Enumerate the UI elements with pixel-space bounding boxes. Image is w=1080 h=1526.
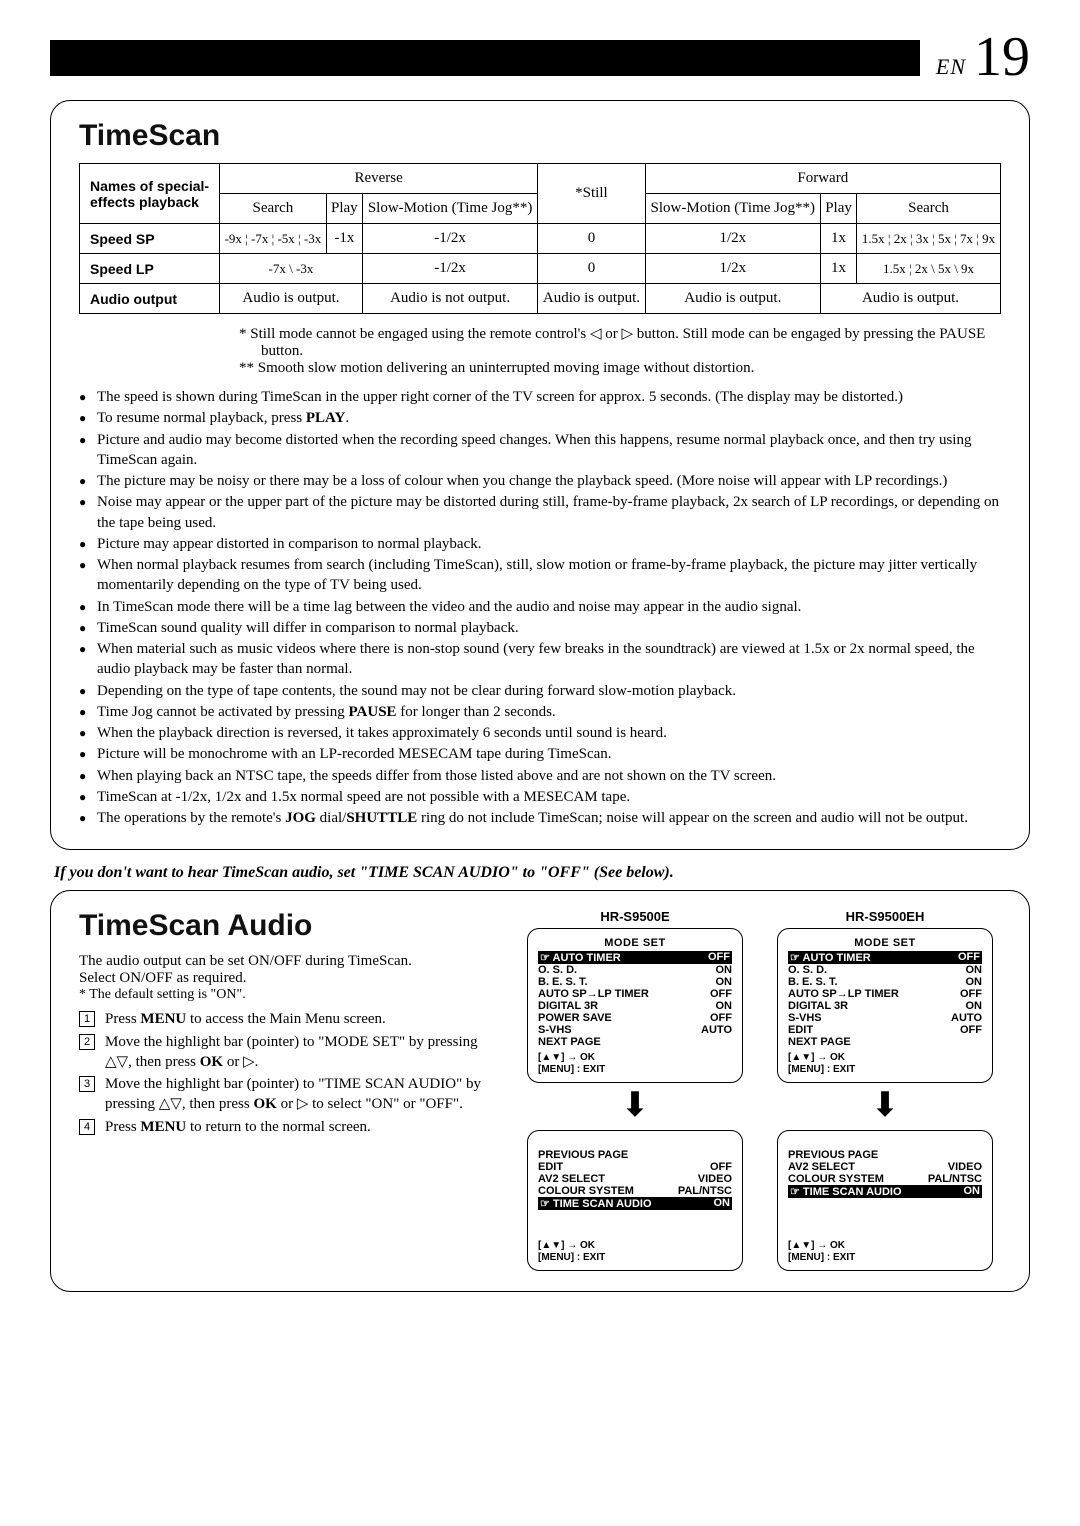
osd-row: S-VHSAUTO bbox=[788, 1012, 982, 1024]
osd-row: AV2 SELECTVIDEO bbox=[788, 1161, 982, 1173]
osd-row: DIGITAL 3RON bbox=[538, 1000, 732, 1012]
osd-row: AUTO SP→LP TIMEROFF bbox=[788, 988, 982, 1000]
osd-row: ☞ TIME SCAN AUDIOON bbox=[538, 1197, 732, 1210]
bullet-item: In TimeScan mode there will be a time la… bbox=[79, 597, 1001, 617]
bullet-item: When playing back an NTSC tape, the spee… bbox=[79, 766, 1001, 786]
arrow-down-icon: ⬇ bbox=[769, 1091, 1001, 1122]
divider-note: If you don't want to hear TimeScan audio… bbox=[54, 864, 1030, 882]
osd-row: O. S. D.ON bbox=[788, 964, 982, 976]
bullet-item: TimeScan at -1/2x, 1/2x and 1.5x normal … bbox=[79, 787, 1001, 807]
page-number: 19 bbox=[974, 35, 1030, 80]
osd-row: EDITOFF bbox=[538, 1161, 732, 1173]
audio-intro-2: Select ON/OFF as required. bbox=[79, 970, 507, 987]
osd-row: COLOUR SYSTEMPAL/NTSC bbox=[538, 1185, 732, 1197]
timescan-audio-box: TimeScan Audio The audio output can be s… bbox=[50, 890, 1030, 1292]
audio-title: TimeScan Audio bbox=[79, 909, 507, 943]
model-b-osd2: PREVIOUS PAGEAV2 SELECTVIDEOCOLOUR SYSTE… bbox=[777, 1130, 993, 1271]
dir-reverse: Reverse bbox=[220, 164, 538, 194]
bullet-item: The speed is shown during TimeScan in th… bbox=[79, 387, 1001, 407]
osd-row: B. E. S. T.ON bbox=[538, 976, 732, 988]
model-a-column: HR-S9500E MODE SET ☞ AUTO TIMEROFFO. S. … bbox=[519, 909, 751, 1271]
osd-row: O. S. D.ON bbox=[538, 964, 732, 976]
table-row-lp: Speed LP -7x \ -3x -1/2x 0 1/2x 1x 1.5x … bbox=[80, 254, 1001, 284]
audio-intro-3: * The default setting is "ON". bbox=[79, 987, 507, 1003]
bullet-item: When the playback direction is reversed,… bbox=[79, 723, 1001, 743]
sub-rev-search: Search bbox=[220, 194, 327, 224]
audio-right-column: HR-S9500E MODE SET ☞ AUTO TIMEROFFO. S. … bbox=[519, 909, 1001, 1271]
osd-row: AV2 SELECTVIDEO bbox=[538, 1173, 732, 1185]
timescan-bullets: The speed is shown during TimeScan in th… bbox=[79, 387, 1001, 828]
osd-row: DIGITAL 3RON bbox=[788, 1000, 982, 1012]
sub-fwd-slow: Slow-Motion (Time Jog**) bbox=[645, 194, 820, 224]
timescan-title: TimeScan bbox=[79, 119, 1001, 153]
bullet-item: Picture may appear distorted in comparis… bbox=[79, 534, 1001, 554]
sub-fwd-play: Play bbox=[821, 194, 857, 224]
osd-row: PREVIOUS PAGE bbox=[788, 1149, 982, 1161]
sub-rev-slow: Slow-Motion (Time Jog**) bbox=[362, 194, 537, 224]
footnote-2: ** Smooth slow motion delivering an unin… bbox=[239, 360, 1001, 377]
osd-row: ☞ AUTO TIMEROFF bbox=[788, 951, 982, 964]
osd-row: S-VHSAUTO bbox=[538, 1024, 732, 1036]
bullet-item: To resume normal playback, press PLAY. bbox=[79, 408, 1001, 428]
model-b-column: HR-S9500EH MODE SET ☞ AUTO TIMEROFFO. S.… bbox=[769, 909, 1001, 1271]
model-a-osd2: PREVIOUS PAGEEDITOFFAV2 SELECTVIDEOCOLOU… bbox=[527, 1130, 743, 1271]
page-prefix: EN bbox=[936, 54, 966, 80]
sub-still: *Still bbox=[538, 164, 645, 224]
footnote-1: * Still mode cannot be engaged using the… bbox=[239, 324, 1001, 360]
model-b-name: HR-S9500EH bbox=[769, 909, 1001, 924]
bullet-item: Depending on the type of tape contents, … bbox=[79, 681, 1001, 701]
table-footnotes: * Still mode cannot be engaged using the… bbox=[239, 324, 1001, 377]
osd-row: NEXT PAGE bbox=[538, 1036, 732, 1048]
osd-row: ☞ AUTO TIMEROFF bbox=[538, 951, 732, 964]
model-a-osd1: MODE SET ☞ AUTO TIMEROFFO. S. D.ONB. E. … bbox=[527, 928, 743, 1083]
model-b-osd1: MODE SET ☞ AUTO TIMEROFFO. S. D.ONB. E. … bbox=[777, 928, 993, 1083]
bullet-item: When normal playback resumes from search… bbox=[79, 555, 1001, 596]
bullet-item: TimeScan sound quality will differ in co… bbox=[79, 618, 1001, 638]
osd-row: PREVIOUS PAGE bbox=[538, 1149, 732, 1161]
header-blackbar bbox=[50, 40, 920, 76]
step-item: 1Press MENU to access the Main Menu scre… bbox=[79, 1009, 507, 1029]
osd-row: POWER SAVEOFF bbox=[538, 1012, 732, 1024]
bullet-item: The picture may be noisy or there may be… bbox=[79, 471, 1001, 491]
osd-row: ☞ TIME SCAN AUDIOON bbox=[788, 1185, 982, 1198]
bullet-item: When material such as music videos where… bbox=[79, 639, 1001, 680]
table-header-names: Names of special-effects playback bbox=[80, 164, 220, 224]
bullet-item: Noise may appear or the upper part of th… bbox=[79, 492, 1001, 533]
table-row-audio: Audio output Audio is output. Audio is n… bbox=[80, 284, 1001, 314]
dir-forward: Forward bbox=[645, 164, 1000, 194]
audio-left-column: TimeScan Audio The audio output can be s… bbox=[79, 909, 507, 1271]
osd-row: EDITOFF bbox=[788, 1024, 982, 1036]
osd-row: COLOUR SYSTEMPAL/NTSC bbox=[788, 1173, 982, 1185]
step-item: 2Move the highlight bar (pointer) to "MO… bbox=[79, 1032, 507, 1073]
osd-row: NEXT PAGE bbox=[788, 1036, 982, 1048]
step-item: 3Move the highlight bar (pointer) to "TI… bbox=[79, 1074, 507, 1115]
timescan-box: TimeScan Names of special-effects playba… bbox=[50, 100, 1030, 850]
audio-intro-1: The audio output can be set ON/OFF durin… bbox=[79, 953, 507, 970]
audio-steps: 1Press MENU to access the Main Menu scre… bbox=[79, 1009, 507, 1137]
step-item: 4Press MENU to return to the normal scre… bbox=[79, 1117, 507, 1137]
sub-fwd-search: Search bbox=[857, 194, 1001, 224]
sub-rev-play: Play bbox=[326, 194, 362, 224]
bullet-item: Picture will be monochrome with an LP-re… bbox=[79, 744, 1001, 764]
speed-table: Names of special-effects playback Revers… bbox=[79, 163, 1001, 314]
arrow-down-icon: ⬇ bbox=[519, 1091, 751, 1122]
bullet-item: Picture and audio may become distorted w… bbox=[79, 430, 1001, 471]
osd-row: AUTO SP→LP TIMEROFF bbox=[538, 988, 732, 1000]
page-header: EN 19 bbox=[50, 40, 1030, 80]
model-a-name: HR-S9500E bbox=[519, 909, 751, 924]
bullet-item: The operations by the remote's JOG dial/… bbox=[79, 808, 1001, 828]
osd-row: B. E. S. T.ON bbox=[788, 976, 982, 988]
table-row-sp: Speed SP -9x ¦ -7x ¦ -5x ¦ -3x -1x -1/2x… bbox=[80, 224, 1001, 254]
bullet-item: Time Jog cannot be activated by pressing… bbox=[79, 702, 1001, 722]
